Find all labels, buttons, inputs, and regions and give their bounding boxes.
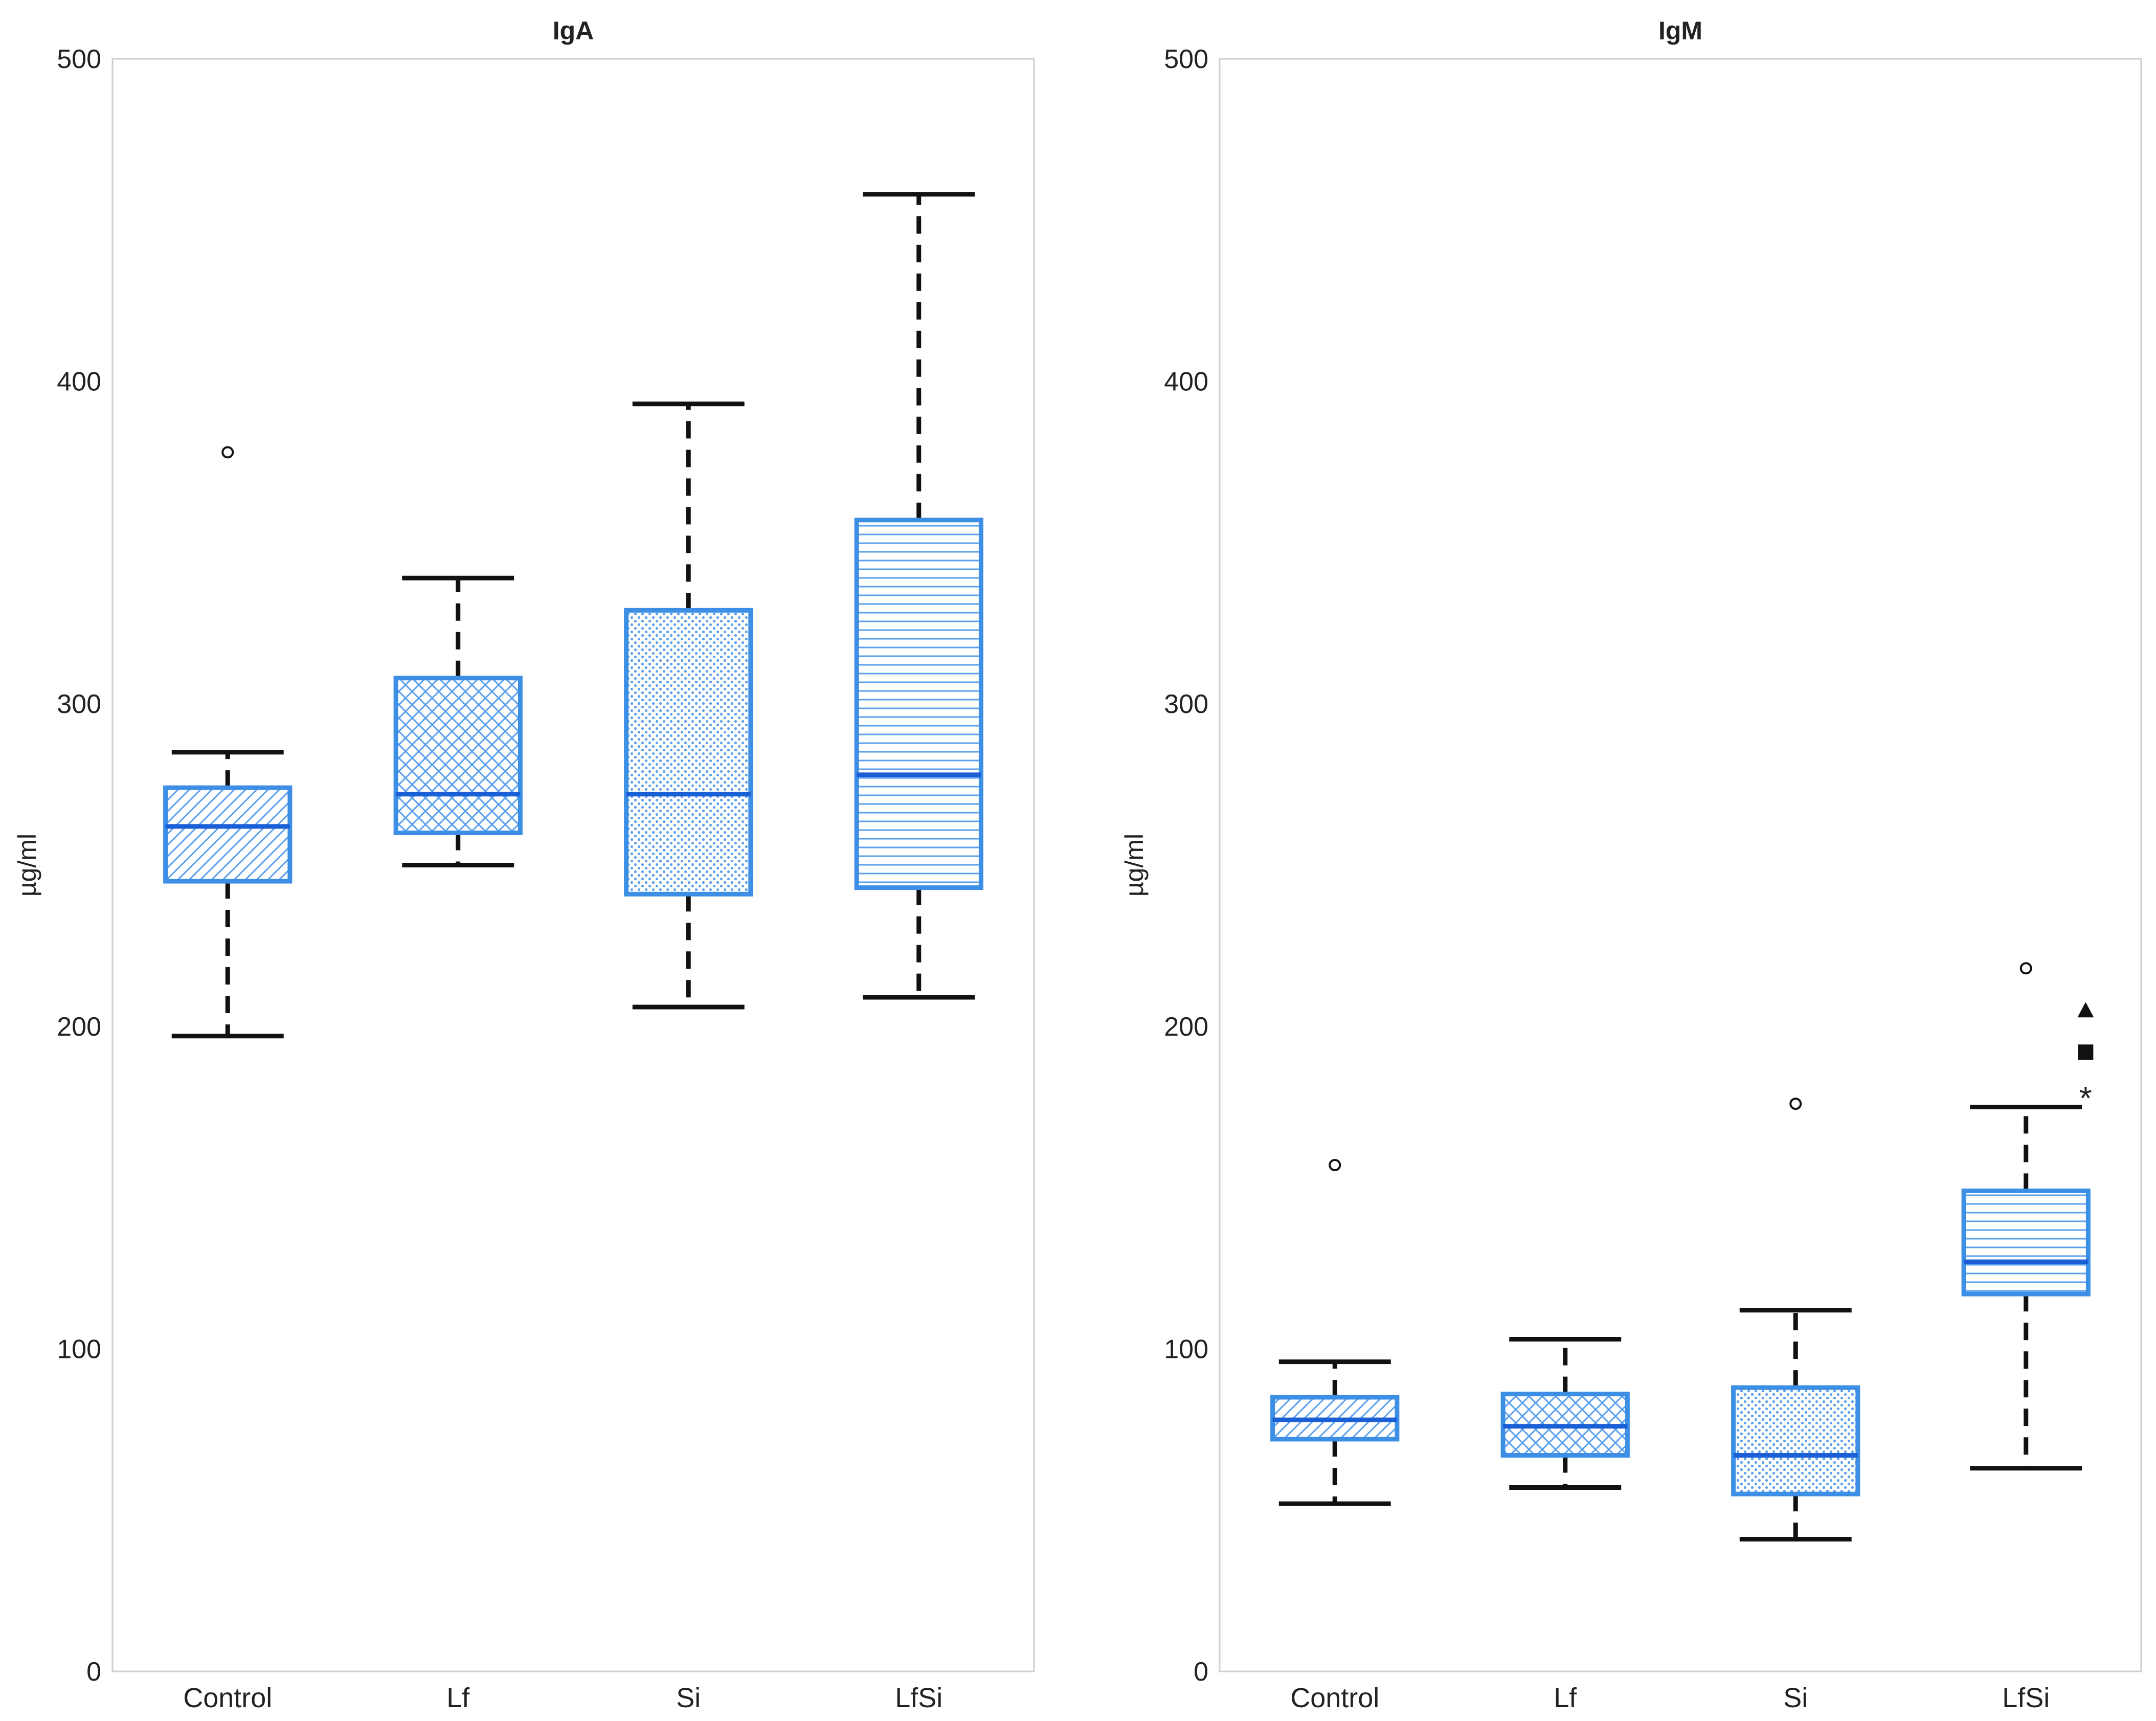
box-iqr bbox=[1731, 1385, 1860, 1496]
x-tick-label: LfSi bbox=[2002, 1683, 2050, 1713]
outlier-point bbox=[221, 446, 234, 459]
x-tick-label: Si bbox=[676, 1683, 701, 1713]
box-lfsi bbox=[1961, 962, 2091, 1471]
y-axis-label: µg/ml bbox=[1120, 834, 1149, 897]
box-lf bbox=[393, 575, 523, 867]
y-tick-label: 300 bbox=[57, 689, 101, 719]
outlier-point bbox=[2019, 962, 2032, 975]
y-axis-label: µg/ml bbox=[13, 834, 41, 897]
y-tick-label: 500 bbox=[1164, 44, 1208, 74]
y-tick-label: 200 bbox=[1164, 1012, 1208, 1042]
x-tick-label: Lf bbox=[1554, 1683, 1577, 1713]
y-tick-label: 200 bbox=[57, 1012, 101, 1042]
box-control bbox=[163, 446, 293, 1039]
significance-asterisk: * bbox=[2079, 1080, 2092, 1116]
x-tick-label: LfSi bbox=[895, 1683, 942, 1713]
box-lfsi bbox=[854, 192, 983, 1000]
box-iqr bbox=[854, 518, 983, 890]
y-tick-label: 100 bbox=[1164, 1334, 1208, 1364]
y-tick-label: 400 bbox=[57, 367, 101, 397]
y-tick-label: 300 bbox=[1164, 689, 1208, 719]
x-tick-label: Control bbox=[1290, 1683, 1379, 1713]
chart-title: IgM bbox=[1658, 16, 1702, 45]
x-tick-label: Si bbox=[1783, 1683, 1808, 1713]
y-tick-label: 400 bbox=[1164, 367, 1208, 397]
box-control bbox=[1270, 1158, 1400, 1506]
box-iqr bbox=[163, 785, 293, 884]
outlier-point bbox=[1789, 1098, 1802, 1110]
y-tick-label: 0 bbox=[1194, 1657, 1208, 1687]
y-tick-label: 0 bbox=[86, 1657, 101, 1687]
y-tick-label: 500 bbox=[57, 44, 101, 74]
significance-triangle bbox=[2077, 1002, 2094, 1018]
box-iqr bbox=[624, 608, 753, 897]
box-iqr bbox=[1961, 1188, 2091, 1297]
x-tick-label: Control bbox=[183, 1683, 272, 1713]
y-tick-label: 100 bbox=[57, 1334, 101, 1364]
box-iqr bbox=[393, 676, 523, 835]
outlier-point bbox=[1329, 1158, 1341, 1171]
box-si bbox=[1731, 1098, 1860, 1541]
box-lf bbox=[1500, 1336, 1630, 1490]
box-si bbox=[624, 401, 753, 1010]
significance-square bbox=[2078, 1044, 2094, 1060]
x-tick-label: Lf bbox=[446, 1683, 470, 1713]
chart-title: IgA bbox=[553, 16, 594, 45]
